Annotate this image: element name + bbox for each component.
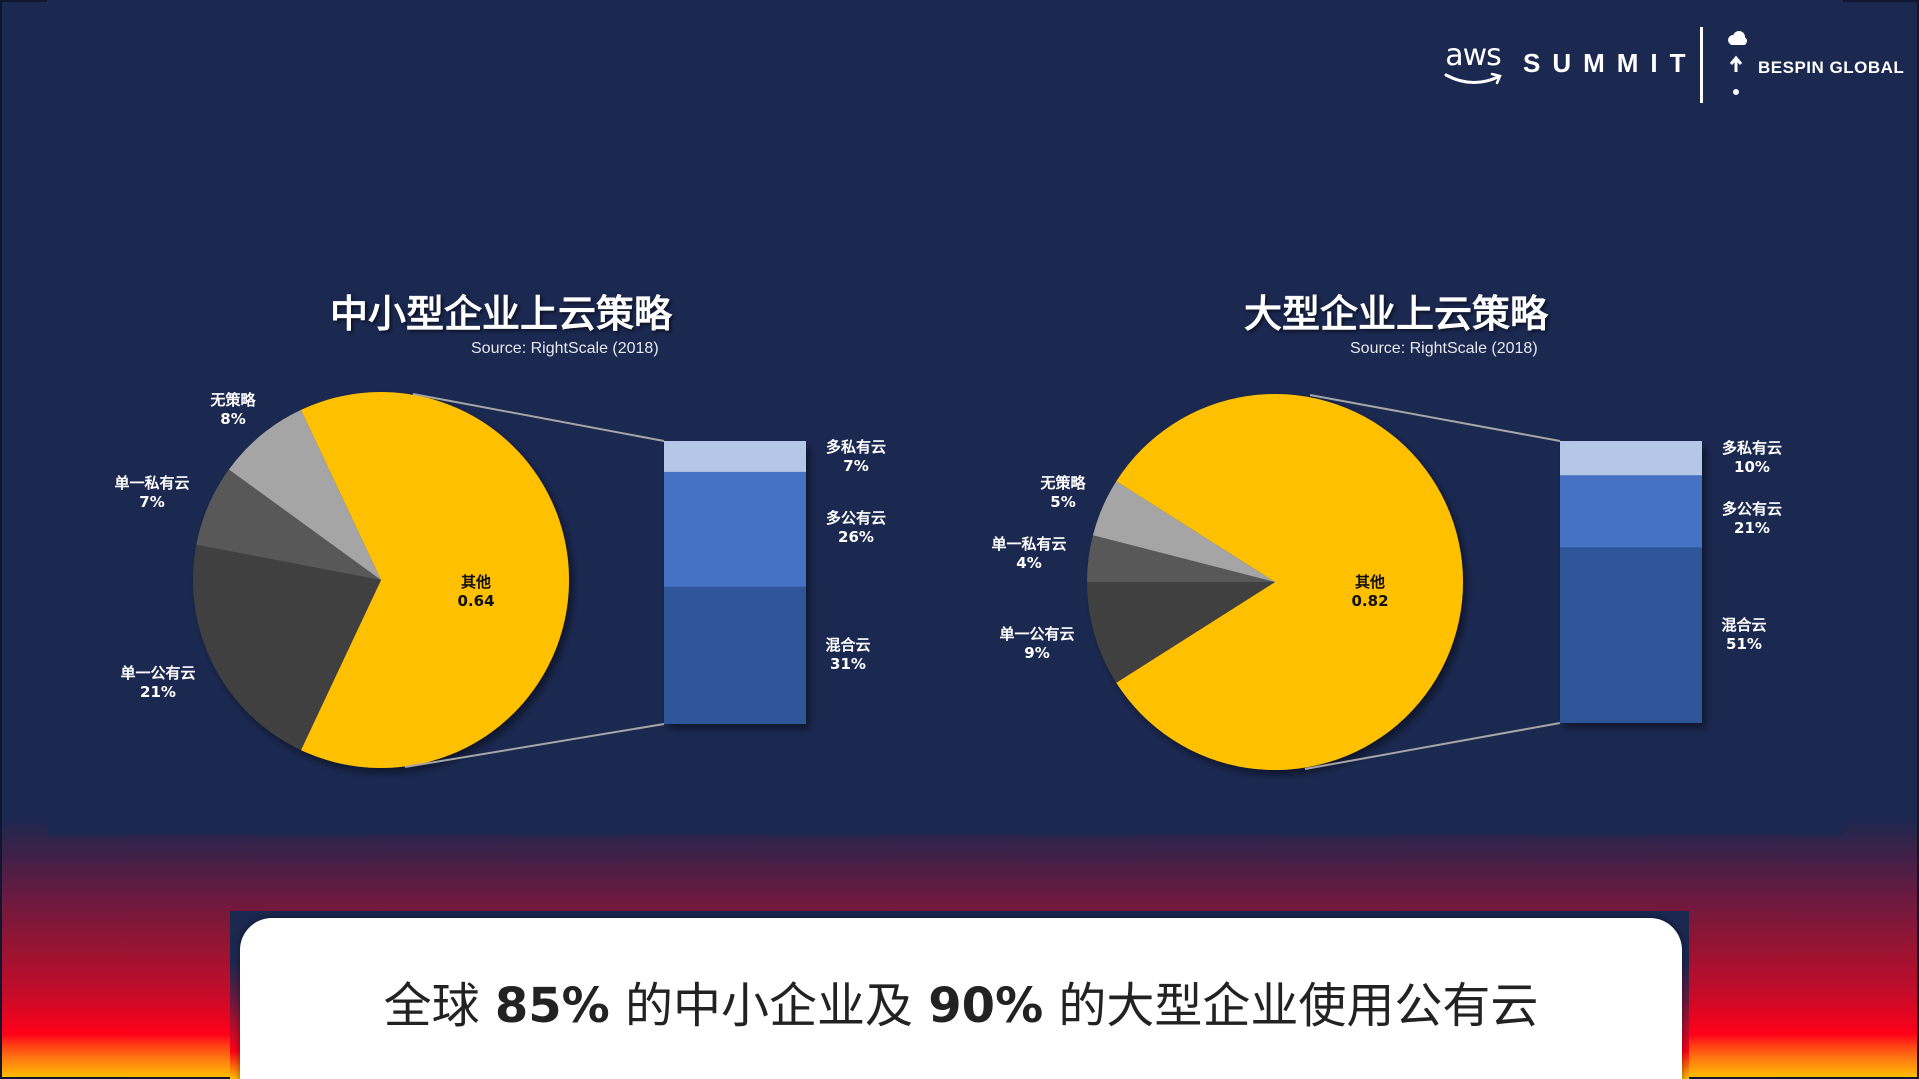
left-connector-bottom [404,723,665,768]
logo-divider [1700,27,1703,103]
left-label-hybrid: 混合云 31% [825,636,870,674]
right-label-other: 其他 0.82 [1351,573,1388,611]
left-label-multi-public: 多公有云 26% [826,509,886,547]
left-connector-top [412,393,665,442]
single-public-slice [1087,582,1275,683]
hybrid-segment [1560,547,1702,723]
other-slice [300,391,569,768]
callout-part: 全球 [383,978,495,1034]
amazon-smile-icon [1444,72,1502,85]
callout-text: 全球 85% 的中小企业及 90% 的大型企业使用公有云 [240,966,1682,1036]
multi-private-segment [664,441,806,472]
right-label-no-strategy: 无策略 5% [1040,474,1085,512]
left-label-single-private: 单一私有云 7% [114,474,189,512]
label-value: 8% [220,410,246,428]
label-value: 7% [843,457,869,475]
label-name: 无策略 [1040,474,1086,492]
callout-sme-percent: 85% [494,978,610,1034]
label-name: 单一私有云 [991,535,1067,553]
bespin-global-wordmark: BESPIN GLOBAL [1758,58,1905,77]
label-name: 多私有云 [825,438,887,456]
right-label-multi-public: 多公有云 21% [1722,500,1782,538]
arrow-up-icon [1729,55,1743,72]
label-value: 9% [1024,644,1050,662]
no-strategy-slice [1092,481,1275,582]
right-connector-bottom [1304,722,1561,770]
label-value: 0.82 [1351,592,1389,610]
right-label-single-public: 单一公有云 9% [999,625,1074,663]
right-label-hybrid: 混合云 51% [1721,616,1766,654]
left-label-other: 其他 0.64 [457,573,494,611]
cloud-icon [1728,31,1747,45]
label-name: 单一公有云 [999,625,1075,643]
label-value: 21% [1734,519,1770,537]
label-name: 其他 [460,573,492,591]
no-strategy-slice [228,409,381,580]
left-chart-source: Source: RightScale (2018) [471,340,659,357]
label-value: 10% [1734,458,1770,476]
label-name: 单一私有云 [114,474,190,492]
left-label-no-strategy: 无策略 8% [210,391,255,429]
label-value: 5% [1050,493,1076,511]
label-name: 其他 [1354,573,1386,591]
right-label-multi-private: 多私有云 10% [1722,439,1782,477]
right-pie [1087,394,1463,770]
label-value: 21% [140,683,176,701]
label-name: 无策略 [210,391,256,409]
label-name: 混合云 [1721,616,1767,634]
label-value: 51% [1726,635,1762,653]
hybrid-segment [664,586,806,724]
left-label-single-public: 单一公有云 21% [120,664,195,702]
right-stacked-bar [1560,441,1702,723]
label-value: 4% [1016,554,1042,572]
left-label-multi-private: 多私有云 7% [826,438,886,476]
multi-public-segment [1560,475,1702,548]
left-chart-title: 中小型企业上云策略 [330,292,673,336]
bespin-logo-mark-icon [1728,31,1747,95]
label-value: 26% [838,528,874,546]
right-label-single-private: 单一私有云 4% [991,535,1066,573]
left-stacked-bar [664,441,806,724]
callout-box: 全球 85% 的中小企业及 90% 的大型企业使用公有云 [240,918,1682,1079]
right-chart-source: Source: RightScale (2018) [1350,340,1538,357]
right-chart-title: 大型企业上云策略 [1244,292,1549,336]
label-name: 单一公有云 [120,664,196,682]
right-connector-top [1309,394,1561,442]
label-value: 7% [139,493,165,511]
label-value: 31% [830,655,866,673]
multi-private-segment [1560,441,1702,476]
label-name: 多公有云 [1721,500,1783,518]
dot-icon [1733,89,1739,95]
summit-wordmark: SUMMIT [1523,48,1698,78]
label-name: 混合云 [825,636,871,654]
aws-logo: aws [1440,38,1506,88]
callout-part: 的大型企业使用公有云 [1043,978,1539,1034]
aws-logo-text: aws [1445,38,1502,73]
single-private-slice [1087,535,1275,582]
label-value: 0.64 [457,592,495,610]
callout-large-percent: 90% [928,978,1044,1034]
single-private-slice [196,469,381,580]
left-pie [193,391,569,768]
label-name: 多公有云 [825,509,887,527]
multi-public-segment [664,471,806,587]
label-name: 多私有云 [1721,439,1783,457]
callout-part: 的中小企业及 [609,978,929,1034]
single-public-slice [193,544,381,751]
other-slice [1116,394,1463,770]
